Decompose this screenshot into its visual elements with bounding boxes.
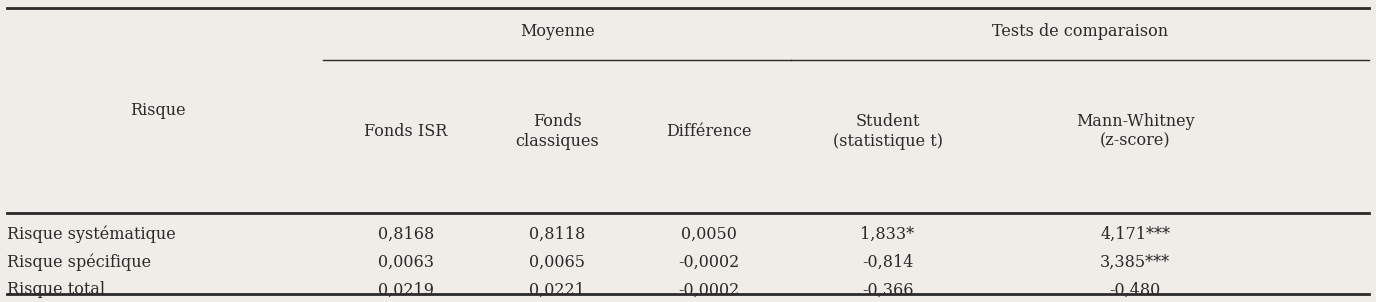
Text: Risque: Risque xyxy=(131,102,186,119)
Text: 0,8168: 0,8168 xyxy=(378,226,433,243)
Text: Risque spécifique: Risque spécifique xyxy=(7,254,151,271)
Text: 0,0219: 0,0219 xyxy=(378,281,433,298)
Text: 0,0063: 0,0063 xyxy=(378,254,433,271)
Text: Tests de comparaison: Tests de comparaison xyxy=(992,23,1168,40)
Text: 3,385***: 3,385*** xyxy=(1101,254,1170,271)
Text: Student
(statistique t): Student (statistique t) xyxy=(832,113,943,150)
Text: Différence: Différence xyxy=(666,123,751,140)
Text: -0,0002: -0,0002 xyxy=(678,254,739,271)
Text: -0,480: -0,480 xyxy=(1109,281,1161,298)
Text: -0,366: -0,366 xyxy=(861,281,914,298)
Text: Fonds ISR: Fonds ISR xyxy=(365,123,447,140)
Text: Mann-Whitney
(z-score): Mann-Whitney (z-score) xyxy=(1076,113,1194,150)
Text: 0,8118: 0,8118 xyxy=(530,226,585,243)
Text: -0,0002: -0,0002 xyxy=(678,281,739,298)
Text: 0,0050: 0,0050 xyxy=(681,226,736,243)
Text: Risque total: Risque total xyxy=(7,281,105,298)
Text: Fonds
classiques: Fonds classiques xyxy=(516,113,599,150)
Text: Risque systématique: Risque systématique xyxy=(7,225,176,243)
Text: 4,171***: 4,171*** xyxy=(1101,226,1170,243)
Text: Moyenne: Moyenne xyxy=(520,23,594,40)
Text: 1,833*: 1,833* xyxy=(860,226,915,243)
Text: -0,814: -0,814 xyxy=(861,254,914,271)
Text: 0,0221: 0,0221 xyxy=(530,281,585,298)
Text: 0,0065: 0,0065 xyxy=(530,254,585,271)
